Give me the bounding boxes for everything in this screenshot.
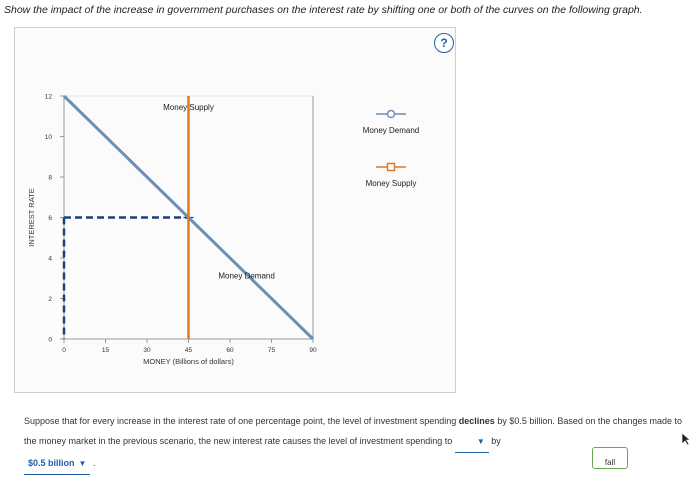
y-axis-label: INTEREST RATE (27, 188, 36, 246)
mouse-pointer-icon (681, 432, 691, 446)
x-tick-label: 30 (143, 347, 151, 354)
investment-direction-dropdown[interactable]: ▼ (454, 431, 489, 453)
y-tick-label: 8 (48, 175, 52, 182)
question-text-by: by (491, 436, 501, 446)
x-tick-label: 60 (226, 347, 234, 354)
question-text-end: . (92, 458, 96, 468)
x-tick-label: 90 (309, 347, 317, 354)
investment-amount-dropdown[interactable]: $0.5 billion ▼ (24, 453, 91, 475)
x-axis-label: MONEY (Billions of dollars) (143, 357, 234, 366)
dropdown-option-label: fall (604, 458, 616, 467)
chevron-down-icon: ▼ (476, 437, 485, 446)
legend-money-demand[interactable]: Money Demand (346, 107, 436, 135)
x-tick-label: 15 (102, 347, 110, 354)
money-demand-legend-marker[interactable] (346, 107, 436, 121)
money-demand-legend-label: Money Demand (362, 126, 420, 135)
legend-money-supply[interactable]: Money Supply (346, 160, 436, 188)
money-demand-curve-label: Money Demand (218, 271, 274, 280)
help-button[interactable]: ? (434, 33, 454, 53)
x-tick-label: 0 (62, 347, 66, 354)
y-tick-label: 0 (48, 337, 52, 344)
question-bold-word: declines (458, 416, 495, 426)
investment-amount-value: $0.5 billion (28, 458, 75, 468)
y-tick-label: 12 (45, 94, 53, 101)
x-tick-label: 75 (268, 347, 276, 354)
money-supply-curve-label: Money Supply (163, 103, 214, 112)
money-supply-legend-label: Money Supply (365, 179, 417, 188)
x-tick-label: 45 (185, 347, 193, 354)
y-tick-label: 4 (48, 256, 52, 263)
y-tick-label: 6 (48, 215, 52, 222)
money-supply-legend-marker[interactable] (346, 160, 436, 174)
chevron-down-icon: ▼ (78, 459, 87, 468)
y-tick-label: 10 (45, 134, 53, 141)
graph-panel (14, 27, 456, 393)
question-text-middle: by $0.5 billion. Based on the changes ma… (24, 416, 682, 446)
question-text-before: Suppose that for every increase in the i… (24, 416, 457, 426)
y-tick-label: 2 (48, 296, 52, 303)
instruction-text: Show the impact of the increase in gover… (4, 4, 643, 16)
dropdown-option-fall[interactable]: fall (592, 447, 628, 469)
